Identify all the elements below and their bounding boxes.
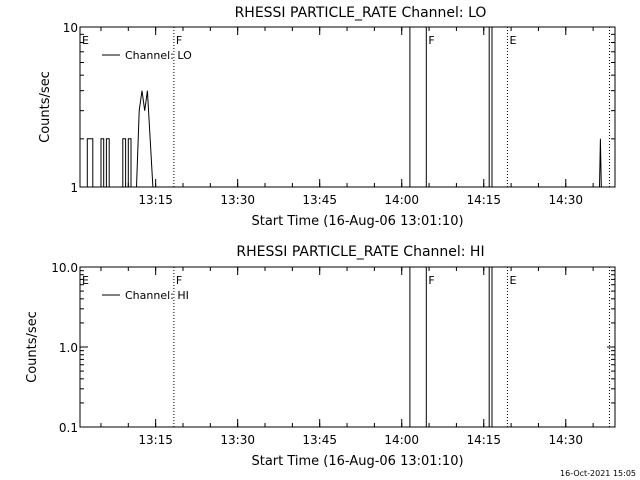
flag-label: E xyxy=(82,34,89,47)
x-tick-label: 13:30 xyxy=(220,193,255,207)
flag-label: E xyxy=(509,274,516,287)
chart-title: RHESSI PARTICLE_RATE Channel: LO xyxy=(235,5,487,21)
y-tick-label: 0.1 xyxy=(59,421,78,435)
x-tick-label: 13:15 xyxy=(138,193,173,207)
x-tick-label: 13:30 xyxy=(220,433,255,447)
y-axis-title: Counts/sec xyxy=(38,71,53,143)
series-line xyxy=(409,266,493,428)
x-tick-label: 14:15 xyxy=(466,193,501,207)
flag-label: F xyxy=(428,34,434,47)
flag-label: E xyxy=(82,274,89,287)
x-tick-label: 13:45 xyxy=(302,433,337,447)
footer-timestamp: 16-Oct-2021 15:05 xyxy=(560,469,636,478)
y-tick-label: 10 xyxy=(63,21,78,35)
x-tick-label: 14:00 xyxy=(384,193,419,207)
flag-label: F xyxy=(428,274,434,287)
y-tick-label: 1.0 xyxy=(59,341,78,355)
x-tick-label: 14:30 xyxy=(548,433,583,447)
series-line xyxy=(86,26,602,188)
x-tick-label: 14:00 xyxy=(384,433,419,447)
legend-label: Channel: HI xyxy=(125,289,189,302)
flag-label: E xyxy=(509,34,516,47)
flag-label: F xyxy=(176,274,182,287)
x-axis-title: Start Time (16-Aug-06 13:01:10) xyxy=(251,454,463,469)
x-tick-label: 14:15 xyxy=(466,433,501,447)
x-tick-label: 13:15 xyxy=(138,433,173,447)
flag-label: F xyxy=(176,34,182,47)
y-axis-title: Counts/sec xyxy=(25,311,40,383)
x-tick-label: 13:45 xyxy=(302,193,337,207)
panel-lo: RHESSI PARTICLE_RATE Channel: LO 13:15 13:… xyxy=(38,5,616,229)
chart-title: RHESSI PARTICLE_RATE Channel: HI xyxy=(236,244,484,260)
panel-hi: RHESSI PARTICLE_RATE Channel: HI 13:15 13:… xyxy=(25,244,616,469)
x-tick-label: 14:30 xyxy=(548,193,583,207)
y-tick-label: 10.0 xyxy=(51,261,78,275)
legend-label: Channel: LO xyxy=(125,49,192,62)
x-axis-title: Start Time (16-Aug-06 13:01:10) xyxy=(251,214,463,229)
y-tick-label: 1 xyxy=(70,181,78,195)
